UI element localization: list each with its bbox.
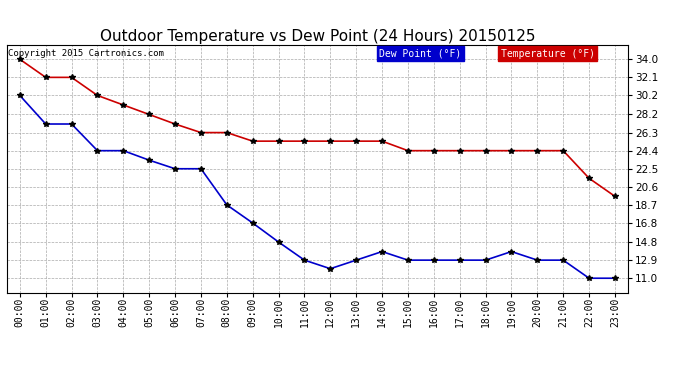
Title: Outdoor Temperature vs Dew Point (24 Hours) 20150125: Outdoor Temperature vs Dew Point (24 Hou… — [99, 29, 535, 44]
Text: Dew Point (°F): Dew Point (°F) — [380, 49, 462, 59]
Text: Temperature (°F): Temperature (°F) — [501, 49, 595, 59]
Text: Copyright 2015 Cartronics.com: Copyright 2015 Cartronics.com — [8, 49, 164, 58]
